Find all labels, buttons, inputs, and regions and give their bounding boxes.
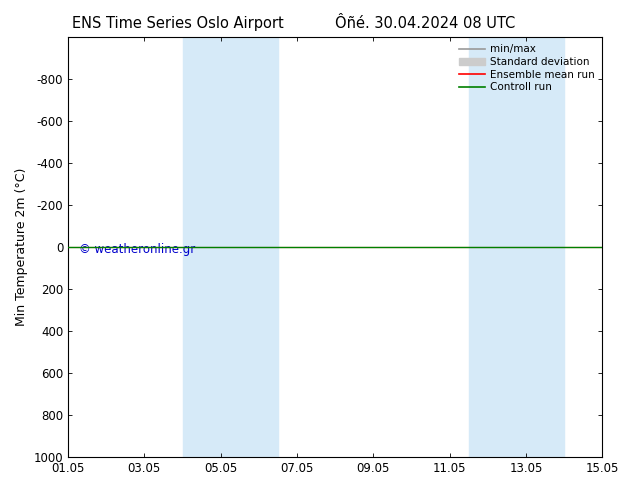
Text: ENS Time Series Oslo Airport: ENS Time Series Oslo Airport — [72, 16, 283, 31]
Text: Ôñé. 30.04.2024 08 UTC: Ôñé. 30.04.2024 08 UTC — [335, 16, 515, 31]
Y-axis label: Min Temperature 2m (°C): Min Temperature 2m (°C) — [15, 168, 28, 326]
Text: © weatheronline.gr: © weatheronline.gr — [79, 243, 195, 256]
Bar — [469, 37, 564, 457]
Legend: min/max, Standard deviation, Ensemble mean run, Controll run: min/max, Standard deviation, Ensemble me… — [457, 42, 597, 94]
Bar — [183, 37, 278, 457]
